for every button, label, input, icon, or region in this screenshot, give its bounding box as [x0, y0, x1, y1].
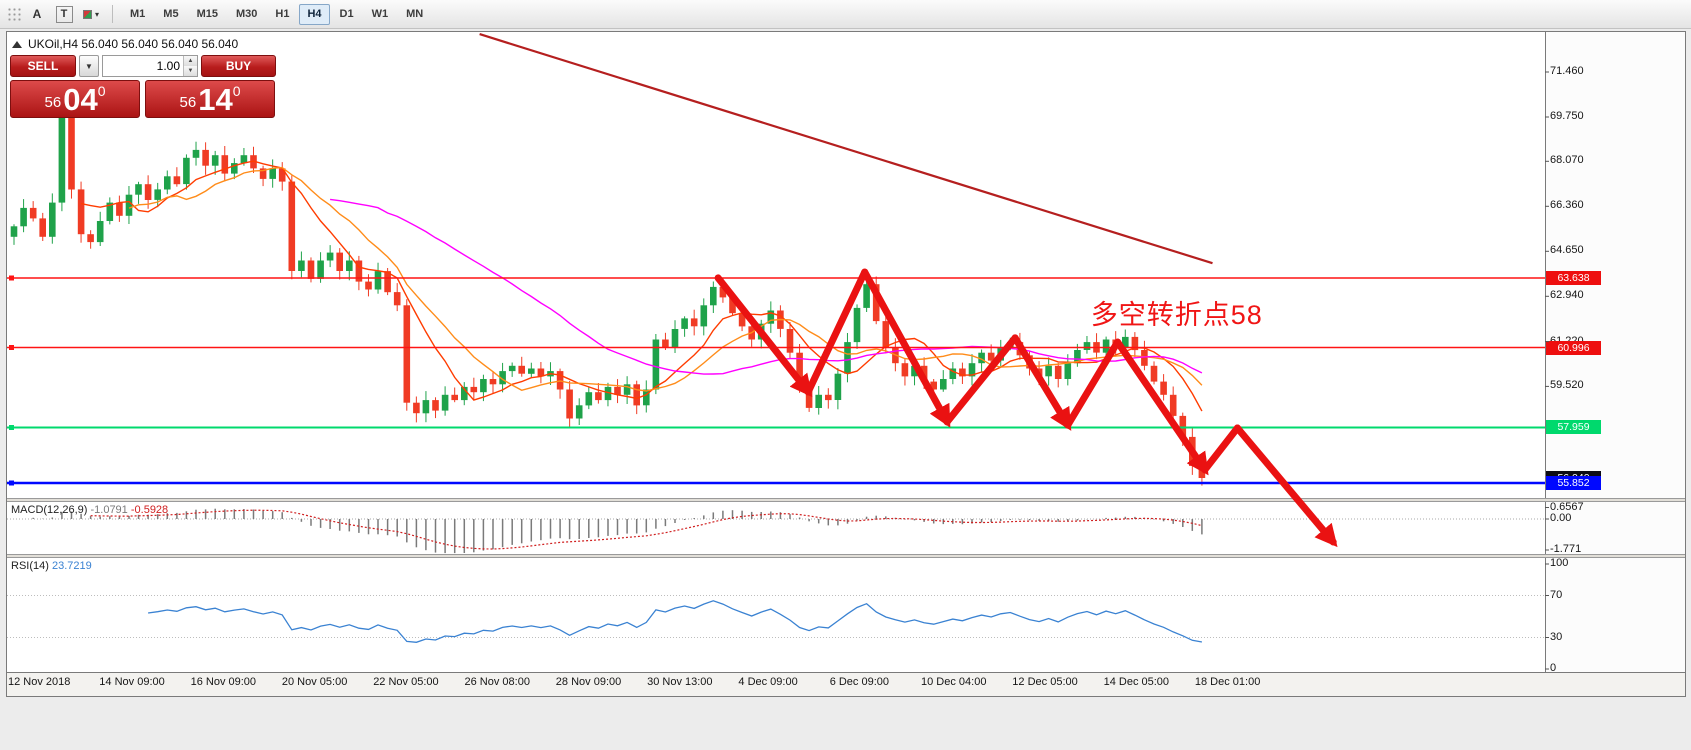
time-axis-label: 10 Dec 04:00 [921, 676, 987, 688]
time-axis-label: 14 Nov 09:00 [99, 676, 165, 688]
timeframe-button-h4[interactable]: H4 [299, 3, 330, 25]
price-axis [1545, 32, 1685, 696]
price-badge: 63.638 [1546, 270, 1601, 285]
price-axis-label: 71.460 [1550, 65, 1584, 77]
sell-price-pip: 0 [97, 83, 106, 99]
rsi-axis-label: 30 [1550, 630, 1563, 643]
macd-axis-label: 0.6567 [1550, 500, 1584, 513]
chart-annotation-text[interactable]: 多空转折点58 [1090, 300, 1263, 331]
rsi-name: RSI(14) [11, 560, 49, 572]
sell-button[interactable]: SELL [10, 55, 76, 77]
buy-price-prefix: 56 [179, 94, 197, 111]
timeframe-button-mn[interactable]: MN [398, 4, 431, 25]
timeframe-button-m5[interactable]: M5 [155, 4, 186, 25]
timeframe-button-m15[interactable]: M15 [189, 4, 226, 25]
price-badge: 57.959 [1546, 420, 1601, 435]
buy-button[interactable]: BUY [201, 55, 276, 77]
rsi-axis-label: 70 [1550, 588, 1563, 601]
time-axis-label: 18 Dec 01:00 [1194, 676, 1261, 688]
time-axis-label: 30 Nov 13:00 [647, 676, 713, 688]
volume-increase-button[interactable]: ▲ [184, 56, 197, 66]
volume-spinner: ▲ ▼ [183, 56, 197, 76]
time-axis-label: 12 Nov 2018 [8, 676, 71, 688]
macd-signal-value: -0.5928 [130, 504, 169, 516]
volume-field: ▲ ▼ [102, 55, 198, 77]
trade-options-caret-button[interactable]: ▼ [79, 55, 99, 77]
rsi-axis-label: 0 [1550, 662, 1557, 674]
timeframe-button-w1[interactable]: W1 [364, 4, 397, 25]
toolbar: A T ▾ M1 M5 M15 M30 H1 H4 D1 W1 MN [0, 0, 1691, 29]
symbol-marker-icon [12, 40, 22, 48]
one-click-trading-panel: SELL ▼ ▲ ▼ BUY 56 04 0 56 14 0 [10, 55, 276, 118]
volume-decrease-button[interactable]: ▼ [184, 66, 197, 76]
text-tool-icon: T [55, 5, 73, 23]
price-axis-label: 66.360 [1550, 199, 1584, 212]
time-axis-label: 28 Nov 09:00 [555, 676, 622, 688]
macd-indicator-title: MACD(12,26,9) -1.0791 -0.5928 [11, 504, 168, 516]
sell-price-prefix: 56 [44, 94, 62, 111]
symbol-title: UKOil,H4 56.040 56.040 56.040 56.040 [12, 37, 238, 51]
time-axis-label: 26 Nov 08:00 [464, 676, 530, 688]
text-label-tool-button[interactable]: T [52, 4, 76, 25]
chart-window[interactable] [6, 31, 1686, 697]
time-axis-label: 16 Nov 09:00 [190, 676, 257, 688]
time-axis-label: 6 Dec 09:00 [829, 676, 890, 688]
caret-down-icon: ▼ [85, 61, 93, 71]
volume-input[interactable] [103, 56, 183, 76]
time-axis-label: 12 Dec 05:00 [1012, 676, 1078, 688]
panel-splitter[interactable] [7, 554, 1685, 558]
price-axis-label: 68.070 [1550, 154, 1584, 167]
time-axis-label: 20 Nov 05:00 [281, 676, 348, 688]
timeframe-bar: M1 M5 M15 M30 H1 H4 D1 W1 MN [122, 3, 431, 25]
timeframe-button-h1[interactable]: H1 [267, 4, 297, 25]
font-tool-button[interactable]: A [25, 4, 49, 25]
time-axis-label: 22 Nov 05:00 [373, 676, 439, 688]
rsi-value: 23.7219 [51, 560, 92, 572]
sell-price-main: 04 [63, 82, 98, 117]
shapes-tool-button[interactable]: ▾ [79, 4, 103, 25]
price-axis-label: 59.520 [1550, 379, 1584, 392]
macd-axis-label: 0.00 [1550, 512, 1572, 524]
macd-main-value: -1.0791 [90, 504, 128, 516]
rsi-indicator-title: RSI(14) 23.7219 [11, 560, 92, 572]
chevron-down-icon: ▾ [94, 9, 99, 19]
buy-price-pip: 0 [232, 83, 241, 99]
price-axis-label: 69.750 [1550, 110, 1584, 123]
timeframe-button-d1[interactable]: D1 [332, 4, 362, 25]
macd-axis-label: -1.771 [1550, 542, 1582, 555]
sell-price-box[interactable]: 56 04 0 [10, 80, 140, 118]
toolbar-grip-icon[interactable] [7, 6, 22, 22]
price-badge: 60.996 [1546, 340, 1601, 355]
time-axis-label: 14 Dec 05:00 [1103, 676, 1170, 688]
buy-price-main: 14 [198, 82, 233, 117]
toolbar-separator [112, 5, 113, 23]
macd-name: MACD(12,26,9) [11, 504, 88, 516]
rsi-axis-label: 100 [1550, 557, 1569, 569]
symbol-quote-text: UKOil,H4 56.040 56.040 56.040 56.040 [28, 37, 239, 51]
shapes-icon [82, 9, 92, 19]
buy-price-box[interactable]: 56 14 0 [145, 80, 275, 118]
time-axis [7, 672, 1685, 696]
price-axis-label: 64.650 [1550, 244, 1584, 257]
timeframe-button-m30[interactable]: M30 [228, 4, 265, 25]
timeframe-button-m1[interactable]: M1 [122, 4, 153, 25]
price-axis-label: 62.940 [1550, 289, 1584, 302]
time-axis-label: 4 Dec 09:00 [738, 676, 798, 688]
panel-splitter[interactable] [7, 498, 1685, 502]
price-badge: 55.852 [1546, 475, 1601, 490]
